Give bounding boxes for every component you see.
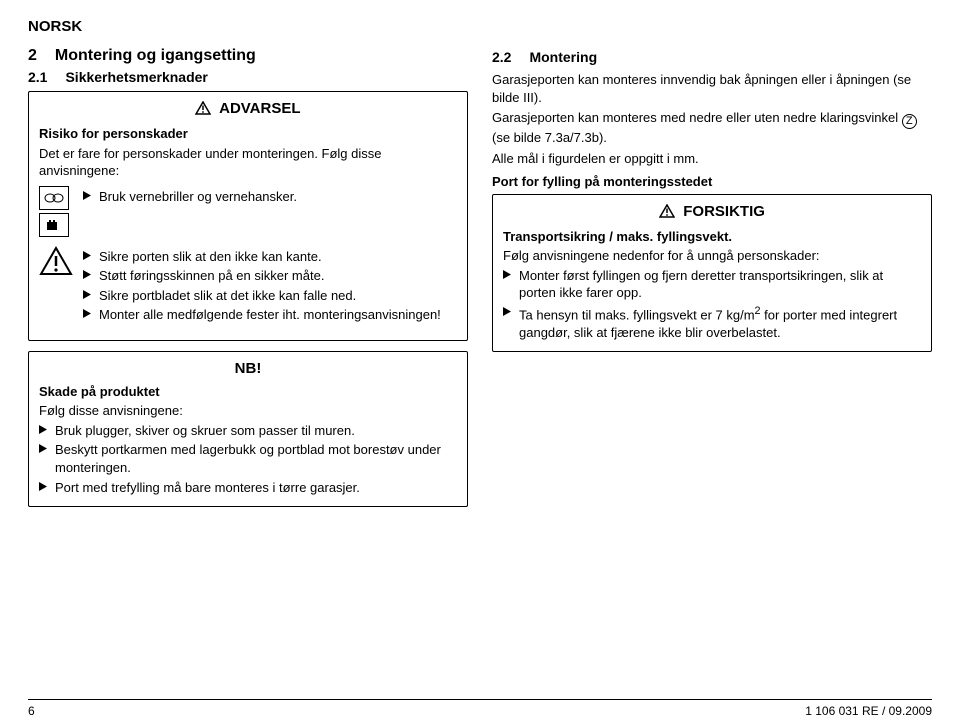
language-header: NORSK	[28, 18, 932, 35]
bullet-triangle-icon	[83, 267, 93, 285]
risk-heading: Risiko for personskader	[39, 126, 188, 141]
mounting-para-1b-pre: Garasjeporten kan monteres med nedre ell…	[492, 110, 902, 125]
section-2-1-number: 2.1	[28, 69, 47, 85]
section-2-heading: 2 Montering og igangsetting	[28, 47, 468, 65]
bullet-triangle-icon	[83, 188, 93, 206]
goggles-icon	[39, 186, 69, 210]
mounting-para-1a: Garasjeporten kan monteres innvendig bak…	[492, 71, 932, 106]
caution-bullet-1: Monter først fyllingen og fjern deretter…	[519, 267, 921, 302]
mounting-para-1b-post: (se bilde 7.3a/7.3b).	[492, 130, 607, 145]
section-2-number: 2	[28, 47, 37, 65]
triangle-row: Sikre porten slik at den ikke kan kante.…	[39, 246, 457, 326]
mounting-para-1b: Garasjeporten kan monteres med nedre ell…	[492, 109, 932, 147]
bullet-triangle-icon	[83, 306, 93, 324]
page-number: 6	[28, 704, 35, 718]
section-2-2-heading: 2.2 Montering	[492, 49, 932, 65]
bullet-triangle-icon	[39, 479, 49, 497]
section-2-1-heading: 2.1 Sikkerhetsmerknader	[28, 69, 468, 85]
bullet-triangle-icon	[39, 441, 49, 476]
caution-bullet-2: Ta hensyn til maks. fyllingsvekt er 7 kg…	[519, 304, 921, 341]
warning-triangle-large-icon	[39, 246, 73, 276]
nb-bullet-1: Bruk plugger, skiver og skruer som passe…	[55, 422, 355, 440]
risk-text: Det er fare for personskader under monte…	[39, 145, 457, 180]
nb-bullet-3: Port med trefylling må bare monteres i t…	[55, 479, 360, 497]
triangle-icon-col	[39, 246, 75, 281]
right-column: 2.2 Montering Garasjeporten kan monteres…	[492, 43, 932, 517]
note-box-title: NB!	[39, 360, 457, 377]
left-column: 2 Montering og igangsetting 2.1 Sikkerhe…	[28, 43, 468, 517]
warning-box-title-text: ADVARSEL	[219, 100, 300, 117]
warn-bullet-1: Sikre porten slik at den ikke kan kante.	[99, 248, 322, 266]
damage-text: Følg disse anvisningene:	[39, 402, 457, 420]
nb-bullet-2: Beskytt portkarmen med lagerbukk og port…	[55, 441, 457, 476]
caution-box: FORSIKTIG Transportsikring / maks. fylli…	[492, 194, 932, 353]
section-2-1-title: Sikkerhetsmerknader	[65, 69, 207, 85]
bullet-triangle-icon	[83, 287, 93, 305]
warn-bullet-2: Støtt føringsskinnen på en sikker måte.	[99, 267, 324, 285]
warning-box-title: ADVARSEL	[39, 100, 457, 119]
warning-triangle-icon	[659, 204, 675, 222]
fill-door-heading: Port for fylling på monteringsstedet	[492, 173, 932, 191]
circled-z-icon: Z	[902, 114, 917, 129]
content-columns: 2 Montering og igangsetting 2.1 Sikkerhe…	[28, 43, 932, 517]
transport-heading: Transportsikring / maks. fyllingsvekt.	[503, 229, 732, 244]
bullet-triangle-icon	[83, 248, 93, 266]
section-2-2-number: 2.2	[492, 49, 511, 65]
ppe-bullet-text: Bruk vernebriller og vernehansker.	[99, 188, 297, 206]
caution-bullet-2-pre: Ta hensyn til maks. fyllingsvekt er 7 kg…	[519, 307, 755, 322]
ppe-bullet-wrap: Bruk vernebriller og vernehansker.	[83, 186, 457, 208]
bullet-triangle-icon	[39, 422, 49, 440]
bullet-triangle-icon	[503, 304, 513, 341]
transport-text: Følg anvisningene nedenfor for å unngå p…	[503, 247, 921, 265]
bullet-triangle-icon	[503, 267, 513, 302]
doc-code: 1 106 031 RE / 09.2009	[805, 704, 932, 718]
ppe-row: Bruk vernebriller og vernehansker.	[39, 186, 457, 240]
warn-bullet-3: Sikre portbladet slik at det ikke kan fa…	[99, 287, 356, 305]
gloves-icon	[39, 213, 69, 237]
caution-box-title-text: FORSIKTIG	[683, 203, 765, 220]
measurements-para: Alle mål i figurdelen er oppgitt i mm.	[492, 150, 932, 168]
note-box: NB! Skade på produktet Følg disse anvisn…	[28, 351, 468, 507]
warn-bullet-4: Monter alle medfølgende fester iht. mont…	[99, 306, 441, 324]
warning-triangle-icon	[195, 101, 211, 119]
section-2-2-title: Montering	[529, 49, 597, 65]
caution-box-title: FORSIKTIG	[503, 203, 921, 222]
damage-heading: Skade på produktet	[39, 384, 160, 399]
triangle-bullets: Sikre porten slik at den ikke kan kante.…	[83, 246, 457, 326]
ppe-icons	[39, 186, 75, 240]
section-2-title: Montering og igangsetting	[55, 47, 256, 65]
page-footer: 6 1 106 031 RE / 09.2009	[28, 699, 932, 718]
warning-box: ADVARSEL Risiko for personskader Det er …	[28, 91, 468, 341]
